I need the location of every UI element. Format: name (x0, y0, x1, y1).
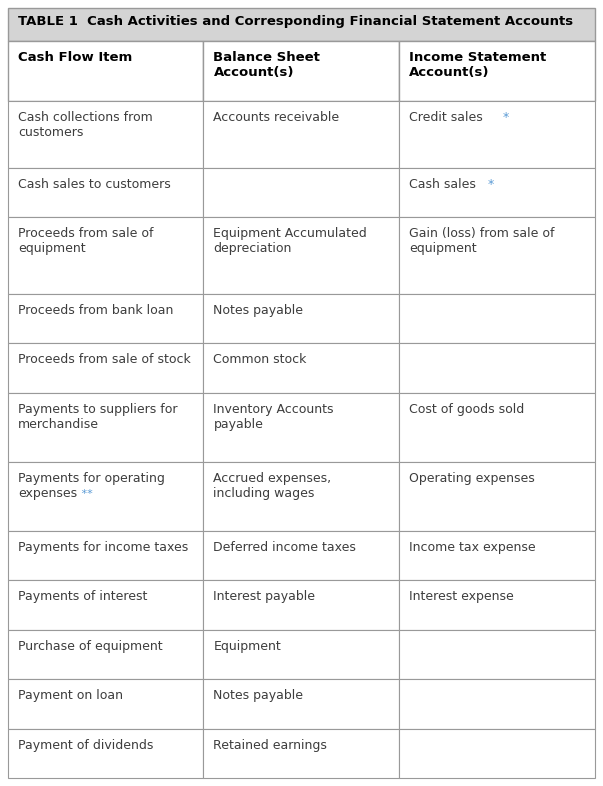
Text: Balance Sheet
Account(s): Balance Sheet Account(s) (213, 51, 320, 79)
Bar (203, 41, 399, 101)
Bar (203, 217, 399, 294)
Bar (8, 41, 203, 101)
Bar (203, 630, 399, 679)
Text: Accounts receivable: Accounts receivable (213, 111, 339, 124)
Bar (399, 294, 595, 343)
Bar (203, 101, 399, 167)
Text: Retained earnings: Retained earnings (213, 739, 327, 751)
Text: Gain (loss) from sale of
equipment: Gain (loss) from sale of equipment (409, 227, 554, 255)
Bar (8, 101, 203, 167)
Text: *: * (499, 111, 509, 124)
Bar (8, 461, 203, 531)
Text: Cash collections from
customers: Cash collections from customers (18, 111, 153, 139)
Text: Proceeds from sale of
equipment: Proceeds from sale of equipment (18, 227, 154, 255)
Text: Equipment Accumulated
depreciation: Equipment Accumulated depreciation (213, 227, 367, 255)
Bar (8, 729, 203, 778)
Text: Payments for income taxes: Payments for income taxes (18, 541, 188, 554)
Bar (203, 679, 399, 729)
Bar (8, 343, 203, 392)
Bar (203, 343, 399, 392)
Bar (399, 41, 595, 101)
Bar (8, 217, 203, 294)
Bar (8, 531, 203, 580)
Text: Accrued expenses,
including wages: Accrued expenses, including wages (213, 472, 332, 500)
Bar (8, 580, 203, 630)
Bar (203, 461, 399, 531)
Text: Cost of goods sold: Cost of goods sold (409, 402, 524, 416)
Bar (8, 8, 595, 41)
Text: Income tax expense: Income tax expense (409, 541, 535, 554)
Text: Purchase of equipment: Purchase of equipment (18, 640, 163, 652)
Bar (399, 343, 595, 392)
Text: TABLE 1  Cash Activities and Corresponding Financial Statement Accounts: TABLE 1 Cash Activities and Correspondin… (18, 15, 573, 28)
Bar (399, 630, 595, 679)
Bar (8, 392, 203, 461)
Bar (203, 729, 399, 778)
Text: Operating expenses: Operating expenses (409, 472, 535, 485)
Text: Interest payable: Interest payable (213, 590, 315, 604)
Bar (8, 630, 203, 679)
Bar (399, 679, 595, 729)
Text: Payments for operating
expenses: Payments for operating expenses (18, 472, 165, 500)
Bar (399, 729, 595, 778)
Bar (399, 217, 595, 294)
Text: Payments to suppliers for
merchandise: Payments to suppliers for merchandise (18, 402, 177, 431)
Text: Notes payable: Notes payable (213, 689, 303, 702)
Text: **: ** (78, 489, 93, 498)
Text: Inventory Accounts
payable: Inventory Accounts payable (213, 402, 334, 431)
Text: Proceeds from sale of stock: Proceeds from sale of stock (18, 353, 191, 366)
Text: Payment of dividends: Payment of dividends (18, 739, 153, 751)
Bar (8, 167, 203, 217)
Text: Interest expense: Interest expense (409, 590, 514, 604)
Text: Equipment: Equipment (213, 640, 281, 652)
Bar (399, 167, 595, 217)
Text: *: * (484, 178, 494, 191)
Text: Cash sales to customers: Cash sales to customers (18, 178, 171, 191)
Bar (399, 101, 595, 167)
Bar (399, 531, 595, 580)
Text: Payments of interest: Payments of interest (18, 590, 147, 604)
Bar (8, 294, 203, 343)
Text: Deferred income taxes: Deferred income taxes (213, 541, 356, 554)
Bar (399, 392, 595, 461)
Bar (203, 167, 399, 217)
Bar (399, 580, 595, 630)
Text: Credit sales: Credit sales (409, 111, 482, 124)
Bar (203, 392, 399, 461)
Text: Common stock: Common stock (213, 353, 307, 366)
Text: Cash sales: Cash sales (409, 178, 476, 191)
Bar (203, 531, 399, 580)
Text: Notes payable: Notes payable (213, 303, 303, 317)
Bar (203, 580, 399, 630)
Text: Cash Flow Item: Cash Flow Item (18, 51, 132, 64)
Text: Payment on loan: Payment on loan (18, 689, 123, 702)
Text: Proceeds from bank loan: Proceeds from bank loan (18, 303, 174, 317)
Bar (203, 294, 399, 343)
Bar (8, 679, 203, 729)
Bar (399, 461, 595, 531)
Text: Income Statement
Account(s): Income Statement Account(s) (409, 51, 546, 79)
